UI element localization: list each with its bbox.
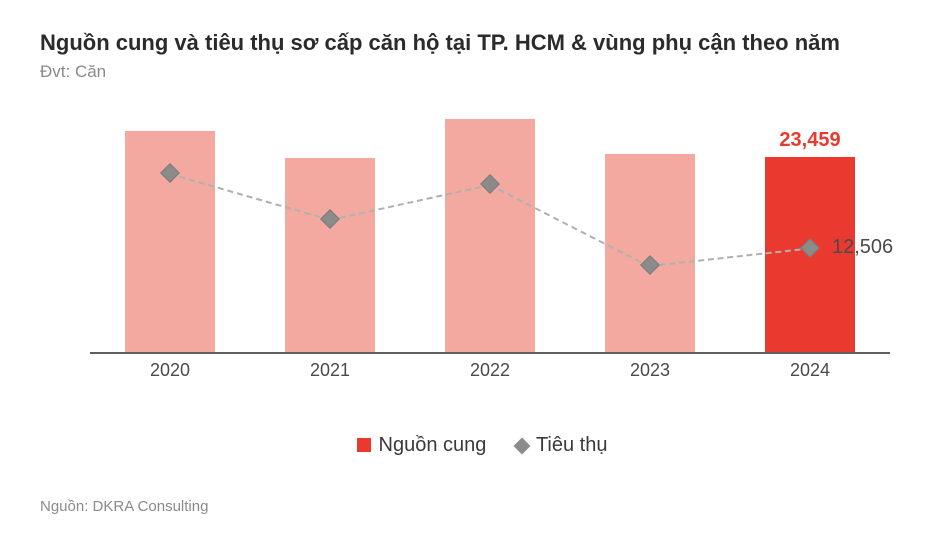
bar-value-label: 23,459 (779, 129, 840, 152)
bar (605, 154, 695, 352)
bar (285, 158, 375, 352)
legend-swatch-bar (357, 438, 371, 452)
legend-swatch-marker (513, 438, 530, 455)
x-tick-label: 2024 (790, 360, 830, 381)
plot-region: 23,459 12,506 (90, 102, 890, 352)
legend-label-bar: Nguồn cung (379, 434, 487, 456)
legend-label-marker: Tiêu thụ (536, 434, 608, 456)
legend: Nguồn cung Tiêu thụ (40, 434, 900, 457)
x-tick-label: 2021 (310, 360, 350, 381)
x-axis (90, 352, 890, 354)
marker-value-label: 12,506 (832, 236, 893, 259)
x-tick-label: 2023 (630, 360, 670, 381)
bar (445, 119, 535, 352)
chart-subtitle: Đvt: Căn (40, 62, 900, 82)
chart-container: Nguồn cung và tiêu thụ sơ cấp căn hộ tại… (0, 0, 940, 555)
x-tick-label: 2022 (470, 360, 510, 381)
x-axis-labels: 2020 2021 2022 2023 2024 (90, 360, 890, 390)
chart-area: 23,459 12,506 2020 2021 2022 2023 2024 (90, 102, 890, 382)
x-tick-label: 2020 (150, 360, 190, 381)
chart-title: Nguồn cung và tiêu thụ sơ cấp căn hộ tại… (40, 30, 900, 56)
chart-source: Nguồn: DKRA Consulting (40, 498, 208, 515)
